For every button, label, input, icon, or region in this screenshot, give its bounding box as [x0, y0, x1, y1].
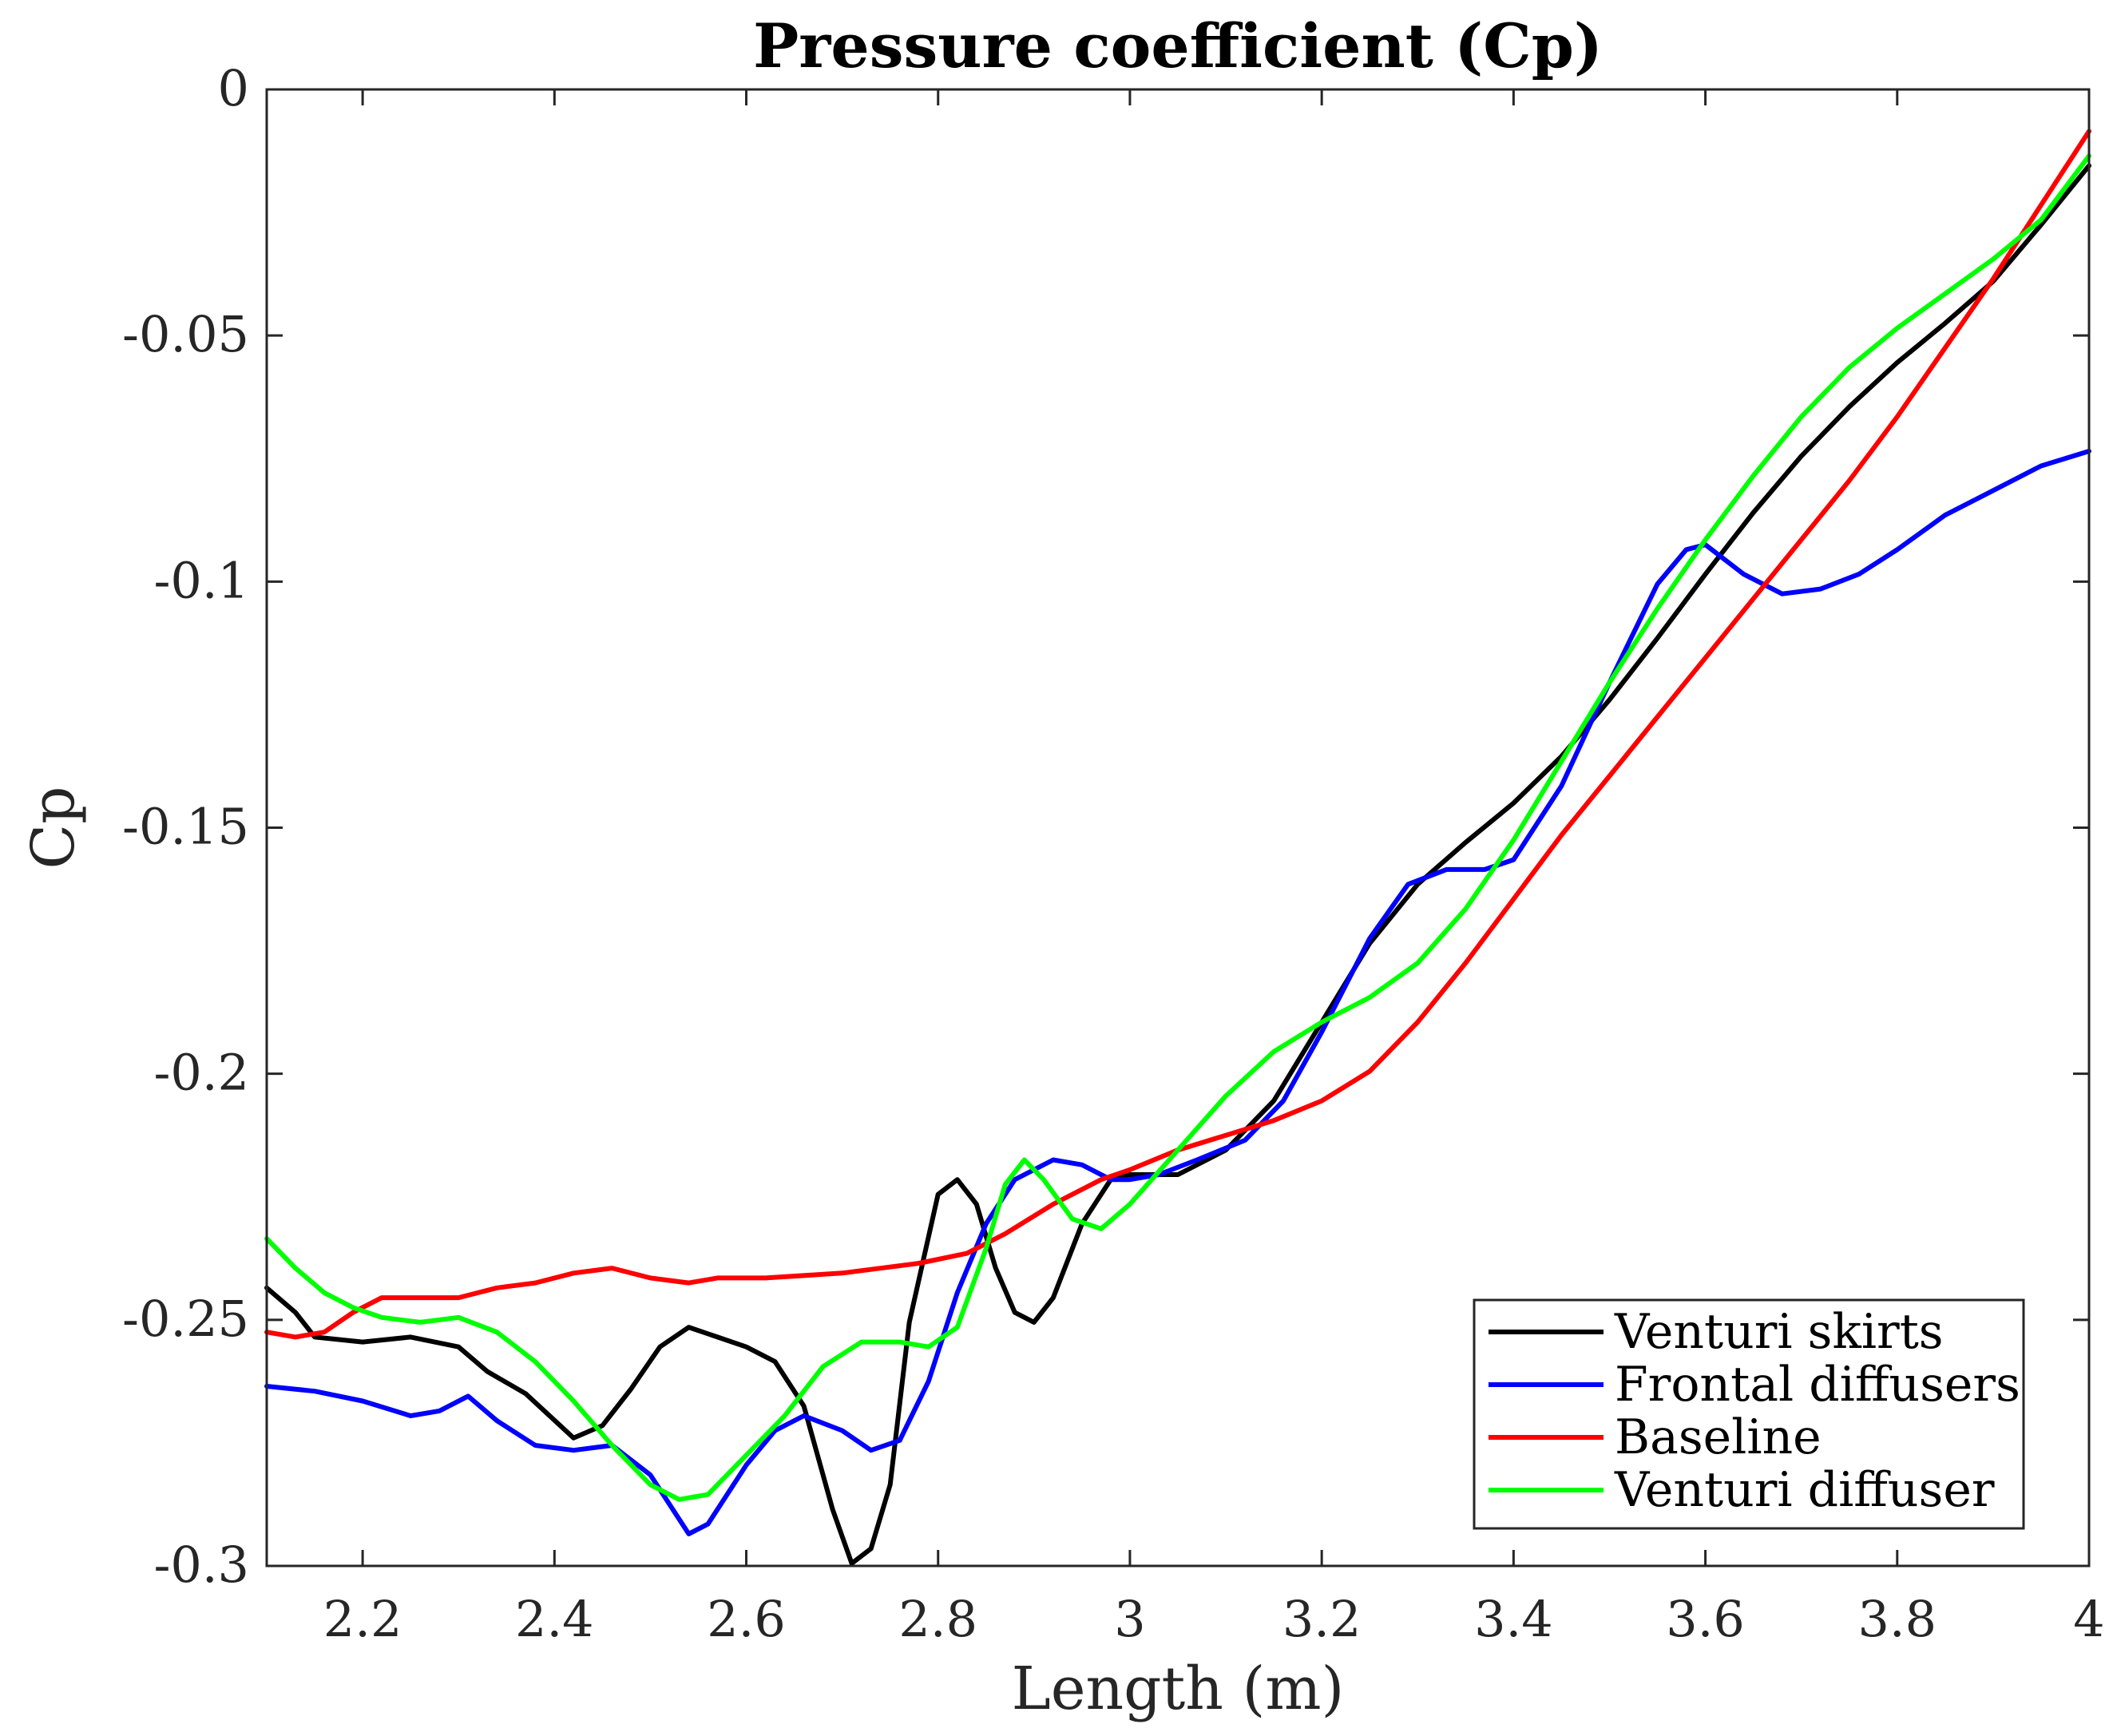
legend-entry-label: Venturi diffuser: [1614, 1462, 1995, 1518]
series-line-venturi-skirts: [264, 163, 2091, 1566]
chart-title: Pressure coefficient (Cp): [753, 10, 1603, 81]
axis-ticks: 2.2 2.4 2.6 2.8 3 3.2 3.4 3.6 3.8 4 0 -0.05 -0.1 -0.1…: [122, 59, 2105, 1648]
x-tick-label: 3: [1114, 1590, 1145, 1648]
y-tick-label: -0.05: [122, 305, 249, 363]
series-line-baseline: [264, 129, 2091, 1340]
series-layer: [264, 129, 2091, 1566]
y-tick-label: -0.25: [122, 1290, 249, 1348]
series-line-frontal-diffusers: [264, 449, 2091, 1536]
y-tick-label: -0.2: [153, 1044, 249, 1102]
x-tick-label: 2.6: [707, 1590, 786, 1648]
y-tick-label: -0.1: [153, 551, 249, 609]
x-tick-label: 4: [2073, 1590, 2104, 1648]
x-tick-label: 2.4: [515, 1590, 594, 1648]
legend-entry-label: Venturi skirts: [1614, 1304, 1944, 1360]
x-tick-label: 3.4: [1474, 1590, 1553, 1648]
x-axis-label: Length (m): [1012, 1655, 1345, 1723]
x-tick-label: 2.2: [323, 1590, 402, 1648]
y-tick-label: -0.3: [153, 1536, 249, 1594]
x-tick-label: 3.2: [1282, 1590, 1362, 1648]
x-tick-label: 3.6: [1666, 1590, 1745, 1648]
y-tick-label: -0.15: [122, 798, 249, 856]
y-tick-label: 0: [218, 59, 249, 117]
x-tick-label: 3.8: [1857, 1590, 1937, 1648]
series-line-venturi-diffuser: [264, 153, 2091, 1502]
x-tick-label: 2.8: [898, 1590, 977, 1648]
legend-entry-label: Baseline: [1615, 1409, 1822, 1465]
y-axis-label: Cp: [19, 787, 88, 870]
plot-frame: [265, 88, 2091, 1568]
legend-entry-label: Frontal diffusers: [1615, 1357, 2020, 1413]
